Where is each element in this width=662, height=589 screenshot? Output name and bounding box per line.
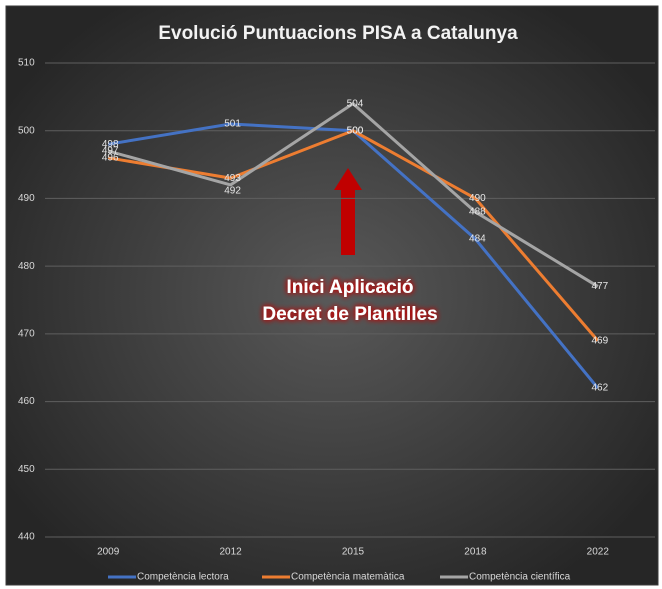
legend-label: Competència lectora xyxy=(137,572,229,583)
y-tick-label: 480 xyxy=(18,261,35,272)
data-label: 492 xyxy=(224,186,241,197)
y-tick-label: 490 xyxy=(18,193,35,204)
data-label: 469 xyxy=(591,335,608,346)
x-tick-label: 2012 xyxy=(219,547,242,558)
data-label: 462 xyxy=(591,383,608,394)
data-label: 504 xyxy=(347,98,364,109)
y-tick-label: 440 xyxy=(18,532,35,543)
x-tick-label: 2015 xyxy=(342,547,365,558)
data-label: 500 xyxy=(347,125,364,136)
chart-background xyxy=(5,5,659,586)
annotation: Inici Aplicació xyxy=(286,277,413,298)
x-tick-label: 2018 xyxy=(464,547,487,558)
series-line xyxy=(107,102,599,288)
legend-label: Competència científica xyxy=(469,572,571,583)
y-tick-label: 510 xyxy=(18,58,35,69)
data-label: 500 xyxy=(347,125,364,136)
data-label: 488 xyxy=(469,207,486,218)
chart-title: Evolució Puntuacions PISA a Catalunya xyxy=(158,23,518,44)
arrow xyxy=(334,168,362,255)
y-tick-label: 450 xyxy=(18,464,35,475)
data-label: 496 xyxy=(102,152,119,163)
data-label: 493 xyxy=(224,173,241,184)
data-label: 490 xyxy=(469,193,486,204)
data-label: 501 xyxy=(224,119,241,130)
data-label: 497 xyxy=(102,146,119,157)
data-label: 498 xyxy=(102,139,119,150)
x-tick-label: 2022 xyxy=(587,547,610,558)
y-tick-label: 470 xyxy=(18,328,35,339)
annotation: Decret de Plantilles xyxy=(262,304,437,325)
legend-label: Competència matemàtica xyxy=(291,572,405,583)
data-label: 484 xyxy=(469,234,486,245)
series-line xyxy=(107,129,599,342)
y-tick-label: 460 xyxy=(18,396,35,407)
x-tick-label: 2009 xyxy=(97,547,120,558)
data-label: 477 xyxy=(591,281,608,292)
y-tick-label: 500 xyxy=(18,125,35,136)
